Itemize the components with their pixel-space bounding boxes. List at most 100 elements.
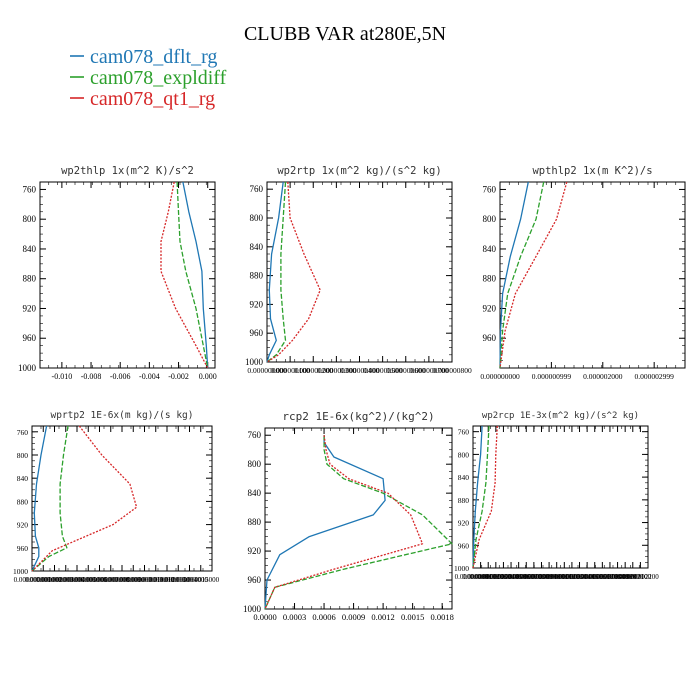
figure-title: CLUBB VAR at280E,5N [244,23,446,45]
x-tick-label: -0.004 [139,372,160,381]
x-tick-label: -0.010 [52,372,73,381]
x-tick-label: 0.000001200 [546,573,583,581]
panels: wp2thlp 1x(m^2 K)/s^2-0.010 -0.008 -0.006-… [13,165,686,622]
x-tick-label: -0.002 [168,372,189,381]
x-tick-label: 0.000001300 [554,573,591,581]
x-tick-label: 0.000012000 [149,576,186,584]
y-tick-label: 760 [483,184,497,194]
series-line-cam078_dflt_rg [472,425,483,569]
y-tick-label: 800 [250,213,264,223]
y-tick-label: 880 [23,274,37,284]
y-tick-label: 920 [17,521,29,530]
x-tick-label: 0.000002200 [622,573,659,581]
series-line-cam078_qt1_rg [264,435,424,610]
x-tick-label: 0.000000600 [500,573,537,581]
series-line-cam078_qt1_rg [266,181,321,363]
x-tick-label: 0.000002000 [607,573,644,581]
y-tick-label: 880 [17,497,29,506]
x-tick-label: 0.000008000 [104,576,141,584]
x-tick-label: -0.006 [110,372,131,381]
x-tick-label: 0.000010000 [126,576,163,584]
y-tick-label: 880 [458,496,470,505]
series-line-cam078_qt1_rg [31,425,138,572]
y-tick-label: 920 [250,299,264,309]
x-tick-label: 0.000000700 [508,573,545,581]
panel-6-title: wp2rcp 1E-3x(m^2 kg)/(s^2 kg) [482,411,639,421]
series-line-cam078_dflt_rg [266,181,284,363]
y-tick-label: 760 [23,184,37,194]
x-tick-label: 0.000000500 [493,573,530,581]
x-tick-label: 0.000000800 [515,573,552,581]
x-tick-label: 0.000001700 [584,573,621,581]
y-tick-label: 880 [250,271,264,281]
y-tick-label: 840 [483,244,497,254]
series-line-cam078_qt1_rg [499,181,568,369]
x-tick-label: 0.000000800 [432,366,472,375]
y-tick-label: 1000 [245,357,264,367]
series-line-cam078_qt1_rg [160,181,209,369]
y-tick-label: 840 [17,474,29,483]
series-line-cam078_expldiff [31,425,69,572]
series-line-cam078_dflt_rg [182,181,209,369]
y-tick-label: 1000 [243,604,262,614]
y-tick-label: 840 [250,242,264,252]
panel-1: wp2thlp 1x(m^2 K)/s^2-0.010 -0.008 -0.006-… [18,165,217,381]
x-tick-label: 0.000005000 [70,576,107,584]
x-tick-label: 0.000000300 [317,366,357,375]
series-line-cam078_expldiff [266,181,287,363]
panel-3-title: wpthlp2 1x(m K^2)/s [532,165,652,177]
y-tick-label: 920 [458,519,470,528]
panel-2-title: wp2rtp 1x(m^2 kg)/(s^2 kg) [277,165,441,177]
x-tick-label: 0.000003000 [47,576,84,584]
x-tick-label: 0.0003 [283,612,306,622]
y-tick-label: 760 [458,428,470,437]
y-tick-label: 960 [17,544,29,553]
x-tick-label: 0.0015 [401,612,424,622]
legend-label-expldiff: cam078_expldiff [90,67,227,89]
x-tick-label: 0.000000500 [363,366,403,375]
panel-4-title: wprtp2 1E-6x(m kg)/(s kg) [51,410,194,421]
y-tick-label: 760 [250,184,264,194]
x-tick-label: 0.000001800 [592,573,629,581]
x-tick-label: 0.000 [199,372,217,381]
x-tick-label: 0.000006000 [81,576,118,584]
series-line-cam078_dflt_rg [31,425,48,572]
y-tick-label: 800 [23,214,37,224]
y-tick-label: 1000 [13,567,28,576]
x-tick-label: 0.000002999 [634,372,674,381]
x-tick-label: 0.000000400 [485,573,522,581]
x-tick-label: 0.000000000 [480,372,520,381]
panel-2-frame [266,181,453,363]
panel-1-title: wp2thlp 1x(m^2 K)/s^2 [61,165,194,177]
x-tick-label: -0.008 [81,372,102,381]
x-tick-label: 0.000001000 [531,573,568,581]
x-tick-label: 0.000000000 [455,573,492,581]
y-tick-label: 960 [248,575,262,585]
y-tick-label: 800 [17,451,29,460]
y-tick-label: 880 [248,517,262,527]
x-tick-label: 0.000000000 [247,366,287,375]
x-tick-label: 0.000002100 [614,573,651,581]
x-tick-label: 0.000001000 [25,576,62,584]
y-tick-label: 920 [248,546,262,556]
panel-5: rcp2 1E-6x(kg^2)/(kg^2) 0.0000 0.0003 0.000… [243,410,454,622]
x-tick-label: 0.000001900 [599,573,636,581]
series-line-cam078_expldiff [499,181,545,369]
y-tick-label: 800 [483,214,497,224]
series-line-cam078_dflt_rg [264,435,386,610]
y-tick-label: 960 [23,333,37,343]
x-tick-label: 0.000001100 [538,573,575,581]
x-tick-label: 0.000000600 [386,366,426,375]
x-tick-label: 0.000002000 [583,372,623,381]
x-tick-label: 0.000000200 [294,366,334,375]
series-line-cam078_dflt_rg [499,181,529,369]
y-tick-label: 1000 [454,564,469,573]
y-tick-label: 960 [458,541,470,550]
x-tick-label: 0.000000400 [340,366,380,375]
x-tick-label: 0.000000000 [14,576,51,584]
panel-6: wp2rcp 1E-3x(m^2 kg)/(s^2 kg) 0.000000000… [454,411,659,581]
x-tick-label: 0.000000100 [462,573,499,581]
x-tick-label: 0.0012 [371,612,394,622]
legend-label-dflt: cam078_dflt_rg [90,46,217,68]
